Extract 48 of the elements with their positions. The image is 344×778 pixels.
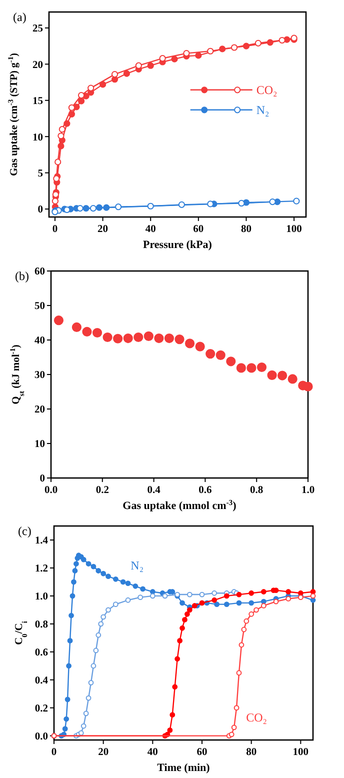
y-tick-label: 1.2 xyxy=(34,564,48,575)
y-tick-label: 0.4 xyxy=(34,676,49,687)
y-tick-label: 40 xyxy=(34,336,45,347)
y-tick-label: 20 xyxy=(32,60,43,71)
x-tick-label: 0 xyxy=(52,224,58,235)
y-tick-label: 0.2 xyxy=(34,704,48,715)
x-tick-label: 40 xyxy=(145,224,156,235)
y-tick-label: 1.0 xyxy=(34,592,48,603)
y-tick-label: 30 xyxy=(34,370,45,382)
x-tick-label: 20 xyxy=(98,747,109,758)
y-tick-label: 50 xyxy=(34,301,45,312)
y-tick-label: 0.8 xyxy=(34,620,48,631)
x-tick-label: 80 xyxy=(246,747,257,758)
series-label: N₂ xyxy=(130,558,144,572)
y-tick-label: 25 xyxy=(32,24,43,35)
y-tick-label: 0.6 xyxy=(34,648,48,659)
x-axis-title: Time (min) xyxy=(157,762,210,774)
x-tick-label: 0 xyxy=(51,747,57,758)
x-tick-label: 60 xyxy=(193,224,204,235)
x-axis-title: Gas uptake (mmol cm$^{-3}$) xyxy=(122,498,237,512)
legend-label: N₂ xyxy=(256,103,270,118)
y-tick-label: 10 xyxy=(34,439,45,450)
x-tick-label: 80 xyxy=(240,224,252,235)
y-tick-label: 5 xyxy=(38,168,43,180)
y-tick-label: 0 xyxy=(40,474,45,485)
y-tick-label: 10 xyxy=(32,132,43,144)
y-tick-label: 15 xyxy=(32,96,43,108)
y-tick-label: 60 xyxy=(34,266,45,278)
x-axis-title: Pressure (kPa) xyxy=(143,239,212,251)
x-tick-label: 1.0 xyxy=(301,485,315,496)
x-tick-label: 0.4 xyxy=(147,485,162,496)
x-tick-label: 60 xyxy=(196,747,208,758)
x-tick-label: 100 xyxy=(286,224,302,235)
x-tick-label: 100 xyxy=(292,747,309,758)
x-tick-label: 20 xyxy=(98,224,108,235)
x-tick-label: 0.2 xyxy=(96,485,109,496)
y-tick-label: 0.0 xyxy=(34,731,48,742)
chart-title: (b) xyxy=(15,269,29,283)
y-tick-label: 0 xyxy=(38,204,43,216)
chart-title: (c) xyxy=(18,524,32,538)
y-tick-label: 1.4 xyxy=(34,536,49,547)
x-tick-label: 0.8 xyxy=(250,485,264,496)
x-tick-label: 40 xyxy=(147,747,158,758)
series-label: CO₂ xyxy=(246,710,267,724)
legend-label: CO₂ xyxy=(256,83,278,98)
x-tick-label: 0.6 xyxy=(198,485,212,496)
chart-title: (a) xyxy=(13,10,26,24)
y-tick-label: 20 xyxy=(34,404,45,416)
